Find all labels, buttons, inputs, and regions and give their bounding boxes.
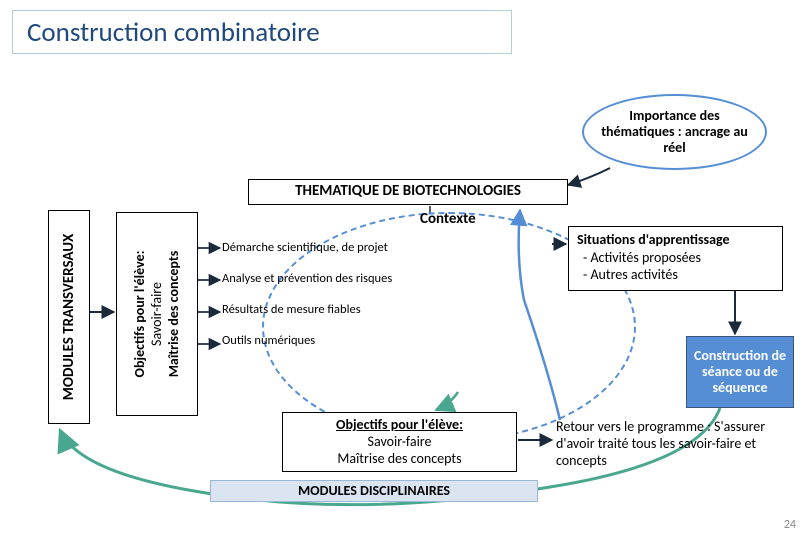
construction-text: Construction de séance ou de séquence xyxy=(691,348,789,396)
obj-box-line3: Maîtrise des concepts xyxy=(289,451,510,468)
modules-disciplinaires-band: MODULES DISCIPLINAIRES xyxy=(210,480,538,502)
obj-vert-line3: Maîtrise des concepts xyxy=(164,251,181,378)
situations-box: Situations d'apprentissage Activités pro… xyxy=(568,226,783,291)
situations-item-2: Autres activités xyxy=(577,266,774,284)
content-item-1: Démarche scientifique, de projet xyxy=(222,240,392,255)
content-item-4: Outils numériques xyxy=(222,333,392,348)
situations-heading: Situations d'apprentissage xyxy=(577,231,774,249)
modules-transversaux-text: MODULES TRANSVERSAUX xyxy=(60,234,78,401)
objectifs-vertical-text: Objectifs pour l'élève: Savoir-faire Maî… xyxy=(132,251,182,378)
modules-transversaux-box: MODULES TRANSVERSAUX xyxy=(48,210,90,424)
thematique-text: THEMATIQUE DE BIOTECHNOLOGIES xyxy=(295,182,521,200)
content-list: Démarche scientifique, de projet Analyse… xyxy=(222,240,392,364)
obj-box-line1: Objectifs pour l'élève: xyxy=(289,417,510,434)
retour-text: Retour vers le programme : S'assurer d'a… xyxy=(556,419,786,469)
objectifs-vertical-box: Objectifs pour l'élève: Savoir-faire Maî… xyxy=(116,212,198,416)
page-number: 24 xyxy=(784,518,796,532)
obj-box-line2: Savoir-faire xyxy=(289,434,510,451)
content-item-3: Résultats de mesure fiables xyxy=(222,302,392,317)
obj-vert-line1: Objectifs pour l'élève: xyxy=(131,251,148,378)
construction-box: Construction de séance ou de séquence xyxy=(686,336,794,408)
title-text: Construction combinatoire xyxy=(27,16,320,49)
modules-disciplinaires-text: MODULES DISCIPLINAIRES xyxy=(298,482,450,499)
content-item-2: Analyse et prévention des risques xyxy=(222,271,392,286)
situations-item-1: Activités proposées xyxy=(577,249,774,267)
importance-text: Importance des thématiques : ancrage au … xyxy=(594,108,755,156)
page-title: Construction combinatoire xyxy=(12,10,512,54)
thematique-box: THEMATIQUE DE BIOTECHNOLOGIES xyxy=(248,179,568,205)
contexte-label: Contexte xyxy=(420,210,476,228)
obj-vert-line2: Savoir-faire xyxy=(148,282,165,346)
importance-bubble: Importance des thématiques : ancrage au … xyxy=(582,94,767,170)
objectifs-box: Objectifs pour l'élève: Savoir-faire Maî… xyxy=(282,412,517,472)
